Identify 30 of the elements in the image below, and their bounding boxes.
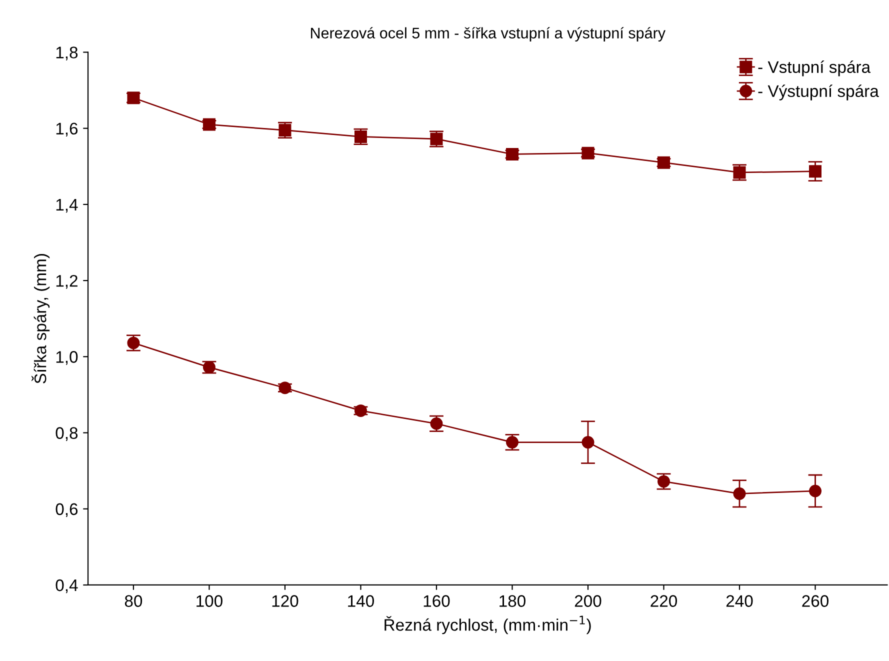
point <box>733 487 746 500</box>
chart-title: Nerezová ocel 5 mm - šířka vstupní a výstupní spáry <box>310 27 666 42</box>
legend-label: - Výstupní spára <box>758 84 879 100</box>
x-tick-label: 80 <box>124 595 142 607</box>
x-tick-label: 200 <box>574 595 602 607</box>
y-tick-label: 1,0 <box>56 351 78 365</box>
point <box>202 118 216 131</box>
x-axis-title: Řezná rychlost, (mm·min$^{−1}$) <box>384 616 591 634</box>
y-tick-label: 0,6 <box>56 503 78 518</box>
y-axis-title: Šířka spáry, (mm) <box>32 254 50 384</box>
y-tick-label: 1,2 <box>56 274 78 289</box>
x-tick-label: 100 <box>196 595 222 607</box>
y-tick-label: 1,4 <box>56 199 78 213</box>
y-tick-label: 1,6 <box>56 122 78 136</box>
x-tick-label: 220 <box>650 595 677 607</box>
legend-label: - Vstupní spára <box>758 60 871 76</box>
x-tick-label: 140 <box>348 595 374 607</box>
y-tick-label: 0,4 <box>56 579 78 594</box>
x-tick-label: 260 <box>802 595 829 607</box>
x-tick-label: 180 <box>500 595 526 607</box>
y-tick-label: 0,8 <box>56 427 78 441</box>
x-tick-label: 160 <box>424 595 450 607</box>
point <box>582 436 594 449</box>
point <box>809 165 822 178</box>
point <box>582 146 594 160</box>
point <box>506 148 518 160</box>
y-tick-label: 1,8 <box>56 46 78 60</box>
point <box>809 484 822 498</box>
x-tick-label: 120 <box>272 595 298 607</box>
x-tick-label: 240 <box>726 595 753 607</box>
